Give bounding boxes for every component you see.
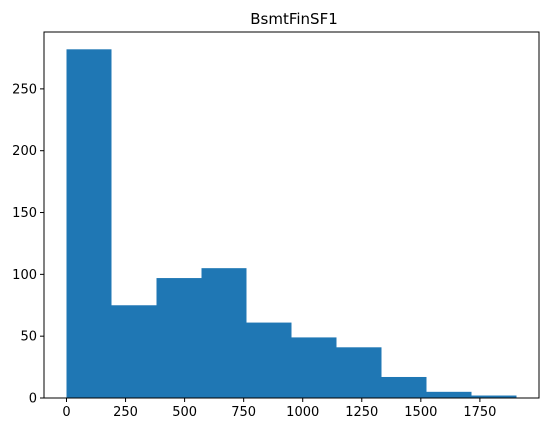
x-tick-label: 500 [172, 405, 197, 420]
histogram-bar-5 [246, 322, 292, 398]
x-tick-label: 0 [62, 405, 70, 420]
histogram-bar-2 [111, 305, 157, 398]
y-tick-label: 50 [20, 330, 37, 345]
histogram-bar-6 [291, 337, 337, 398]
x-tick-label: 1750 [463, 405, 496, 420]
y-tick-label: 100 [12, 268, 37, 283]
histogram-bar-10 [471, 395, 517, 398]
x-tick-label: 750 [231, 405, 256, 420]
histogram-bar-9 [426, 391, 472, 398]
plot-frame [43, 31, 540, 399]
histogram-bar-8 [381, 376, 427, 398]
x-tick-label: 1000 [286, 405, 319, 420]
histogram-bar-4 [201, 268, 247, 398]
x-tick-label: 1500 [404, 405, 437, 420]
bars-group [66, 49, 517, 398]
x-axis: 0 250 500 750 1000 1250 1500 1750 [62, 398, 496, 420]
y-tick-label: 200 [12, 144, 37, 159]
histogram-bar-1 [66, 49, 112, 398]
y-axis: 0 50 100 150 200 250 [12, 82, 44, 407]
histogram-bar-3 [156, 278, 202, 398]
x-tick-label: 250 [113, 405, 138, 420]
x-tick-label: 1250 [345, 405, 378, 420]
y-tick-label: 0 [29, 392, 37, 407]
histogram-bar-7 [336, 347, 382, 398]
y-tick-label: 150 [12, 206, 37, 221]
chart-title: BsmtFinSF1 [250, 10, 338, 28]
y-tick-label: 250 [12, 82, 37, 97]
